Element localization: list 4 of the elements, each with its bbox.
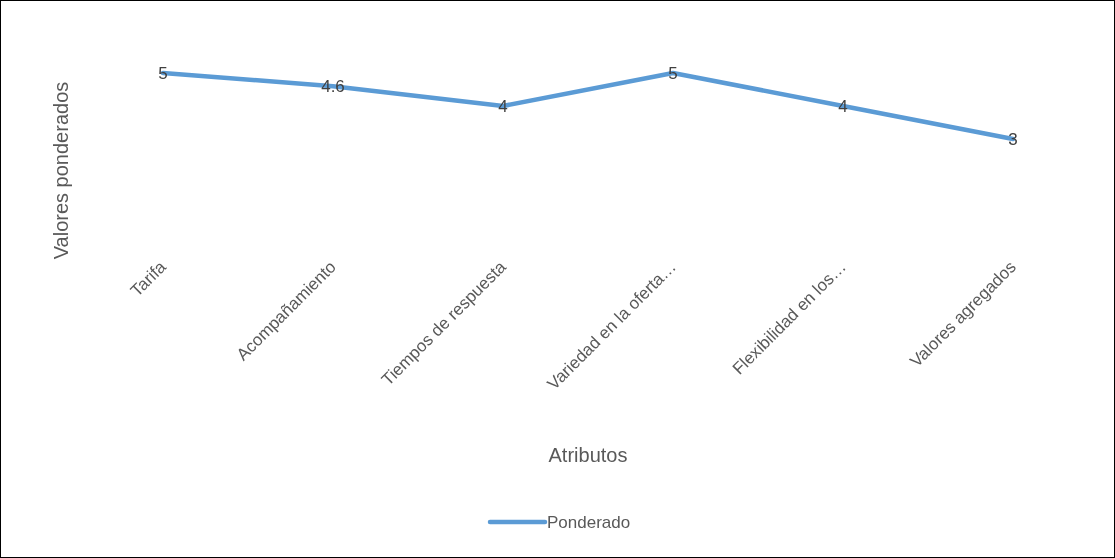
legend-label: Ponderado	[547, 513, 631, 532]
x-axis-title: Atributos	[548, 444, 628, 466]
data-label: 4.6	[321, 77, 345, 97]
y-axis-title: Valores ponderados	[50, 81, 72, 260]
